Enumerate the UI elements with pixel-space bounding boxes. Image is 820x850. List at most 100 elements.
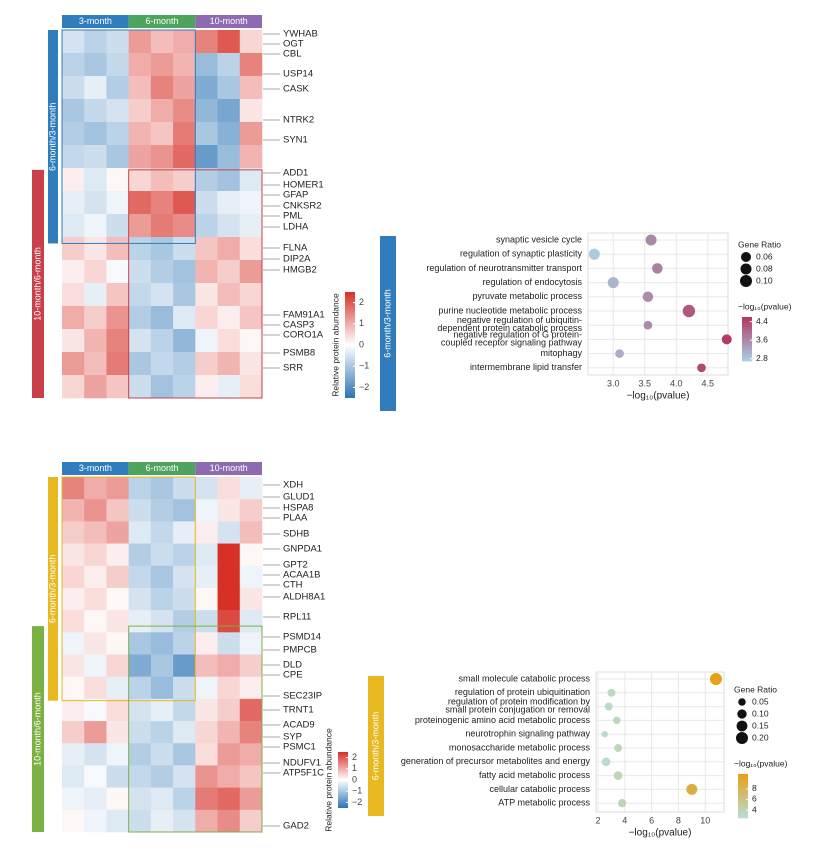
heatmap-cell (62, 168, 85, 192)
heatmap-cell (195, 477, 218, 500)
heatmap-cell (195, 743, 218, 766)
heatmap-cell (128, 543, 152, 567)
dot (601, 757, 611, 767)
heatmap-cell (217, 565, 241, 589)
column-group-bar (62, 15, 129, 28)
heatmap-cell (217, 99, 241, 123)
heatmap-cell (150, 237, 174, 261)
heatmap-cell (239, 721, 263, 744)
heatmap-cell (62, 543, 85, 567)
heatmap-cell (84, 237, 107, 261)
heatmap-cell (173, 168, 196, 192)
heatmap-cell (195, 499, 218, 522)
term-label: negative regulation of G protein-coupled… (441, 330, 583, 348)
heatmap-cell (217, 352, 241, 376)
heatmap-cell (239, 30, 263, 54)
heatmap-cell (106, 99, 129, 123)
gene-label: NDUFV1 (283, 758, 321, 769)
heatmap-cell (150, 168, 174, 192)
heatmap-cell (62, 99, 85, 123)
heatmap-cell (62, 477, 85, 500)
heatmap-cell (84, 76, 107, 100)
color-legend-step (742, 355, 752, 358)
heatmap-cell (150, 565, 174, 589)
heatmap-cell (195, 721, 218, 744)
heatmap-cell (173, 375, 196, 399)
heatmap-cell (217, 145, 241, 169)
color-legend-step (738, 788, 748, 791)
color-legend-step (742, 317, 752, 320)
color-legend-step (738, 812, 748, 815)
x-tick-label: 8 (676, 815, 681, 825)
heatmap-cell (106, 76, 129, 100)
heatmap-cell (173, 99, 196, 123)
heatmap-cell (84, 698, 107, 722)
gene-label: CPE (283, 670, 303, 681)
heatmap-cell (106, 168, 129, 192)
color-legend-step (738, 786, 748, 789)
gene-label: XDH (283, 480, 303, 491)
heatmap-cell (62, 191, 85, 215)
heatmap-cell (195, 375, 218, 399)
dot (686, 783, 698, 795)
heatmap-cell (150, 477, 174, 500)
heatmap-cell (173, 610, 196, 633)
heatmap-cell (239, 477, 263, 500)
heatmap-cell (128, 76, 152, 100)
heatmap-cell (106, 743, 129, 766)
dot (682, 304, 696, 318)
gene-label: CORO1A (283, 330, 324, 341)
heatmap-cell (239, 191, 263, 215)
row-group-label: 10-month/6-month (32, 247, 42, 321)
heatmap-cell (62, 375, 85, 399)
dot (607, 688, 616, 697)
heatmap-cell (195, 168, 218, 192)
heatmap-cell (217, 587, 241, 611)
colorbar-tick-label: −2 (359, 382, 369, 392)
heatmap-cell (239, 352, 263, 376)
heatmap-cell (195, 283, 218, 307)
heatmap-cell (62, 743, 85, 766)
column-group-label: 3-month (79, 16, 112, 26)
heatmap-cell (128, 99, 152, 123)
heatmap-cell (128, 587, 152, 611)
color-legend-step (738, 782, 748, 785)
heatmap-cell (84, 610, 107, 633)
heatmap-cell (173, 787, 196, 811)
heatmap-cell (217, 168, 241, 192)
heatmap-cell (150, 587, 174, 611)
column-group-label: 10-month (210, 463, 248, 473)
gene-label: PSMC1 (283, 742, 316, 753)
heatmap-cell (239, 283, 263, 307)
heatmap-cell (195, 191, 218, 215)
heatmap-cell (217, 191, 241, 215)
color-legend-step (738, 800, 748, 803)
heatmap-cell (239, 765, 263, 788)
heatmap-cell (84, 329, 107, 353)
heatmap-cell (195, 676, 218, 700)
heatmap-cell (84, 721, 107, 744)
color-legend-step (742, 323, 752, 326)
gene-label: PMPCB (283, 645, 317, 656)
color-legend-step (742, 347, 752, 350)
heatmap-cell (173, 587, 196, 611)
row-group-label: 10-month/6-month (32, 692, 42, 766)
column-group-bar (128, 15, 196, 28)
heatmap-cell (217, 76, 241, 100)
heatmap-cell (195, 30, 218, 54)
row-group-bar (48, 477, 58, 701)
heatmap-cell (128, 191, 152, 215)
heatmap-cell (62, 260, 85, 284)
term-label: proteinogenic amino acid metabolic proce… (415, 715, 591, 725)
gene-label: LDHA (283, 222, 309, 233)
color-legend-label: 4 (752, 804, 757, 814)
heatmap-cell (217, 329, 241, 353)
column-group-bar (195, 462, 262, 475)
colorbar-title: Relative protein abundance (323, 728, 333, 832)
color-legend-step (742, 353, 752, 356)
color-legend-label: 4.4 (756, 316, 768, 326)
heatmap-cell (106, 145, 129, 169)
term-label: intermembrane lipid transfer (470, 362, 582, 372)
heatmap-cell (62, 721, 85, 744)
dot (613, 771, 623, 780)
